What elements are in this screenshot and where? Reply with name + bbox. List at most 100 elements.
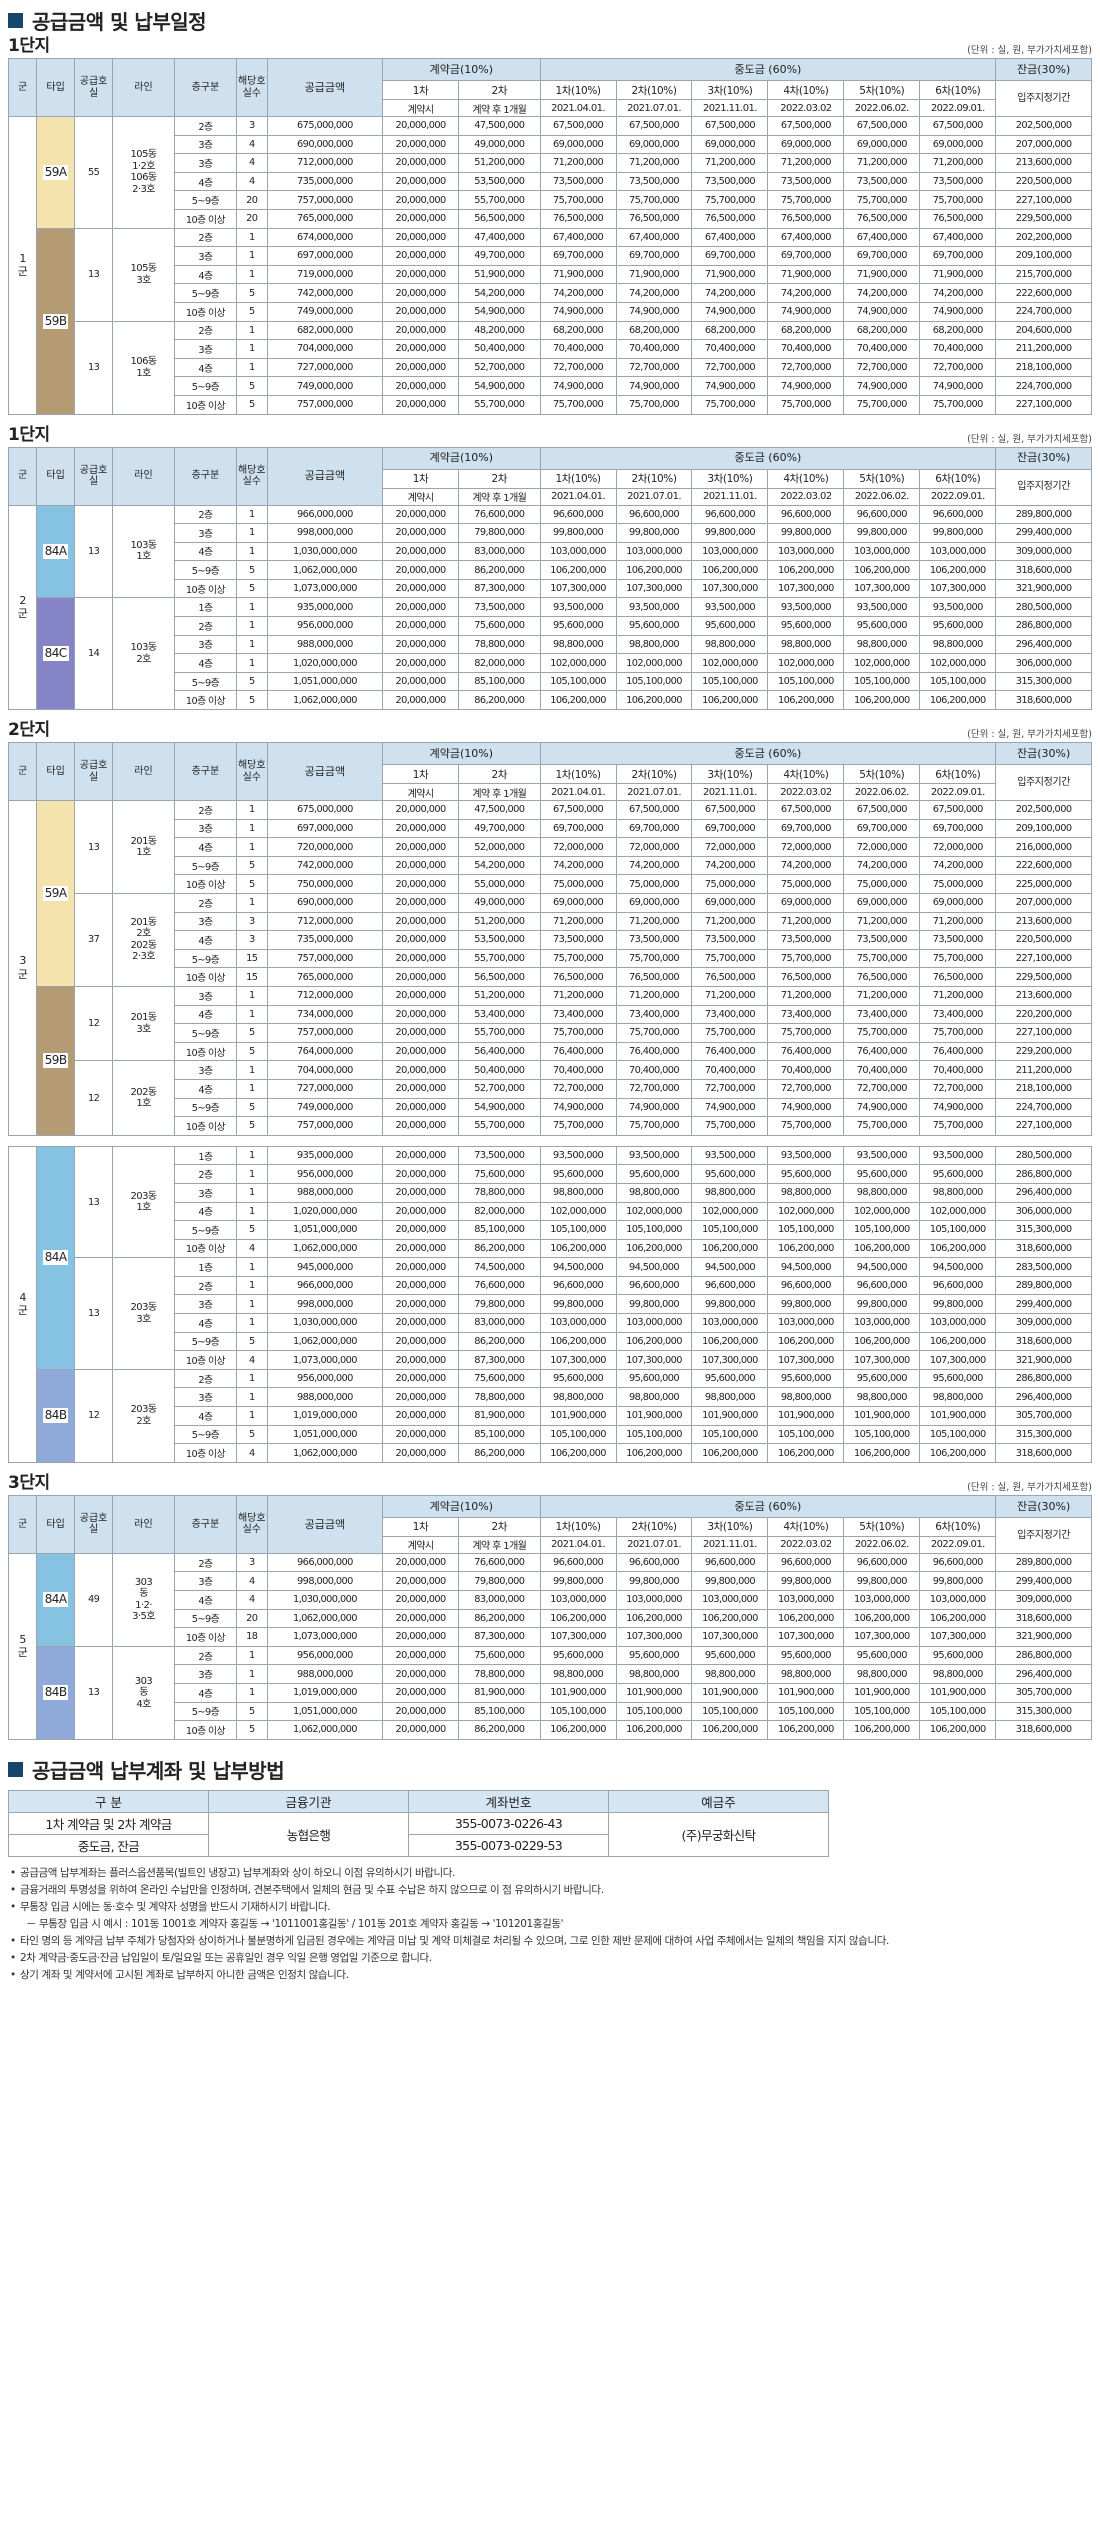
table-cell: 75,700,000 [919, 1023, 997, 1043]
supply-cell: 13 [74, 227, 114, 322]
table-cell: 202,200,000 [995, 227, 1092, 248]
table-cell: 67,500,000 [767, 800, 845, 820]
table-cell: 106,200,000 [843, 1331, 921, 1352]
table-cell: 74,200,000 [615, 283, 693, 303]
table-cell: 735,000,000 [266, 930, 384, 950]
col-header-gun: 군 [7, 446, 38, 506]
table-cell: 87,300,000 [458, 578, 541, 599]
table-cell: 1,062,000,000 [266, 1331, 384, 1352]
table-cell: 1 [235, 1406, 268, 1426]
table-cell: 72,700,000 [767, 357, 845, 378]
table-cell: 73,500,000 [767, 171, 845, 192]
table-cell: 75,700,000 [615, 1116, 693, 1136]
col-header-balance: 잔금(30%) [995, 742, 1092, 766]
table-cell: 1,020,000,000 [266, 653, 384, 673]
table-cell: 86,200,000 [458, 1238, 541, 1259]
table-cell: 106,200,000 [539, 560, 617, 580]
table-cell: 75,600,000 [458, 1368, 541, 1389]
table-cell: 20,000,000 [382, 1041, 460, 1062]
table-cell: 222,600,000 [995, 283, 1092, 303]
table-row: 3층 1 988,000,000 20,000,000 78,800,000 98,800… [9, 1664, 1092, 1684]
table-row: 3층 1 697,000,000 20,000,000 49,700,000 69,700… [9, 246, 1092, 266]
table-cell: 20,000,000 [382, 1116, 460, 1136]
table-cell: 204,600,000 [995, 320, 1092, 341]
col-header-mid-date-1: 2021.04.01. [539, 1535, 617, 1554]
payment-section-header: 공급금액 납부계좌 및 납부방법 [8, 1754, 1092, 1786]
table-cell: 213,600,000 [995, 153, 1092, 173]
table-cell: 55,700,000 [458, 948, 541, 969]
table-cell: 70,400,000 [843, 339, 921, 359]
table-cell: 318,600,000 [995, 560, 1092, 580]
table-cell: 54,900,000 [458, 301, 541, 322]
table-cell: 75,700,000 [843, 1023, 921, 1043]
table-cell: 1 [235, 1275, 268, 1296]
table-cell: 98,800,000 [767, 1182, 845, 1203]
table-cell: 20,000,000 [382, 1182, 460, 1203]
table-cell: 309,000,000 [995, 1313, 1092, 1333]
table-cell: 5 [235, 690, 268, 711]
table-cell: 70,400,000 [615, 1060, 693, 1080]
col-header-c1-when: 계약시 [382, 1535, 460, 1554]
table-cell: 98,800,000 [919, 634, 997, 655]
table-cell: 107,300,000 [919, 1627, 997, 1647]
table-cell: 218,100,000 [995, 1078, 1092, 1099]
table-cell: 5~9층 [173, 283, 237, 303]
table-cell: 73,500,000 [767, 930, 845, 950]
type-cell: 59B [36, 985, 76, 1136]
table-cell: 20,000,000 [382, 227, 460, 248]
table-cell: 96,600,000 [691, 1275, 769, 1296]
table-cell: 93,500,000 [919, 597, 997, 618]
table-cell: 305,700,000 [995, 1406, 1092, 1426]
table-cell: 54,900,000 [458, 1097, 541, 1118]
table-row: 10층 이상 5 764,000,000 20,000,000 56,400,000 76… [9, 1041, 1092, 1062]
type-label: 84B [42, 1685, 69, 1701]
table-cell: 76,500,000 [919, 208, 997, 229]
table-row: 4층 1 719,000,000 20,000,000 51,900,000 71,900… [9, 264, 1092, 285]
table-cell: 106,200,000 [539, 1331, 617, 1352]
table-cell: 5~9층 [173, 671, 237, 692]
supply-cell: 13 [74, 1145, 114, 1259]
table-cell: 98,800,000 [843, 1387, 921, 1408]
col-header-type: 타입 [36, 1494, 76, 1554]
table-cell: 227,100,000 [995, 394, 1092, 415]
table-row: 1 군 59A 55 105동 1·2호 106동 2·3호 2층 3 675,000,000 20,… [7, 116, 1092, 415]
table-cell: 107,300,000 [767, 1627, 845, 1647]
table-cell: 73,500,000 [539, 171, 617, 192]
note-item: 타인 명의 등 계약금 납부 주체가 당첨자와 상이하거나 불분명하게 입금된 … [8, 1933, 1092, 1950]
table-cell: 67,500,000 [615, 116, 693, 136]
col-header-c2-when: 계약 후 1개월 [458, 487, 541, 506]
line-cell: 201동 2호 202동 2·3호 [112, 893, 175, 987]
table-row: 10층 이상 5 757,000,000 20,000,000 55,700,000 75… [9, 394, 1092, 415]
table-cell: 20 [235, 208, 268, 229]
table-cell: 10층 이상 [173, 1720, 237, 1740]
table-cell: 68,200,000 [691, 320, 769, 341]
table-row: 10층 이상 5 1,062,000,000 20,000,000 86,200,000… [9, 1720, 1092, 1740]
table-cell: 95,600,000 [919, 1645, 997, 1666]
table-cell: 99,800,000 [691, 523, 769, 543]
table-cell: 712,000,000 [266, 985, 384, 1006]
col-header-line: 라인 [112, 58, 175, 117]
table-row: 5 군 84A 49 303 동 1·2· 3·5호 2층 3 966,000,000 20,000,… [7, 1552, 1092, 1740]
table-cell: 73,400,000 [615, 1004, 693, 1025]
table-cell: 96,600,000 [615, 1552, 693, 1573]
table-cell: 99,800,000 [691, 1571, 769, 1591]
table-cell: 3층 [173, 634, 237, 655]
table-cell: 67,500,000 [767, 116, 845, 136]
table-cell: 5~9층 [173, 1220, 237, 1240]
table-cell: 749,000,000 [266, 376, 384, 396]
table-cell: 107,300,000 [919, 578, 997, 599]
table-cell: 227,100,000 [995, 190, 1092, 210]
table-cell: 71,900,000 [919, 264, 997, 285]
col-header-mid-date-6: 2022.09.01. [919, 487, 997, 506]
table-cell: 4 [235, 1350, 268, 1370]
table-cell: 10층 이상 [173, 578, 237, 599]
table-row: 4층 1 1,030,000,000 20,000,000 83,000,000 103,… [9, 541, 1092, 562]
table-cell: 75,700,000 [615, 190, 693, 210]
table-cell: 71,200,000 [919, 153, 997, 173]
col-header-floor: 층구분 [173, 742, 237, 802]
square-bullet-icon [8, 12, 23, 28]
table-row: 3층 3 712,000,000 20,000,000 51,200,000 71,200… [9, 911, 1092, 932]
table-cell: 74,900,000 [919, 301, 997, 322]
table-cell: 286,800,000 [995, 616, 1092, 636]
